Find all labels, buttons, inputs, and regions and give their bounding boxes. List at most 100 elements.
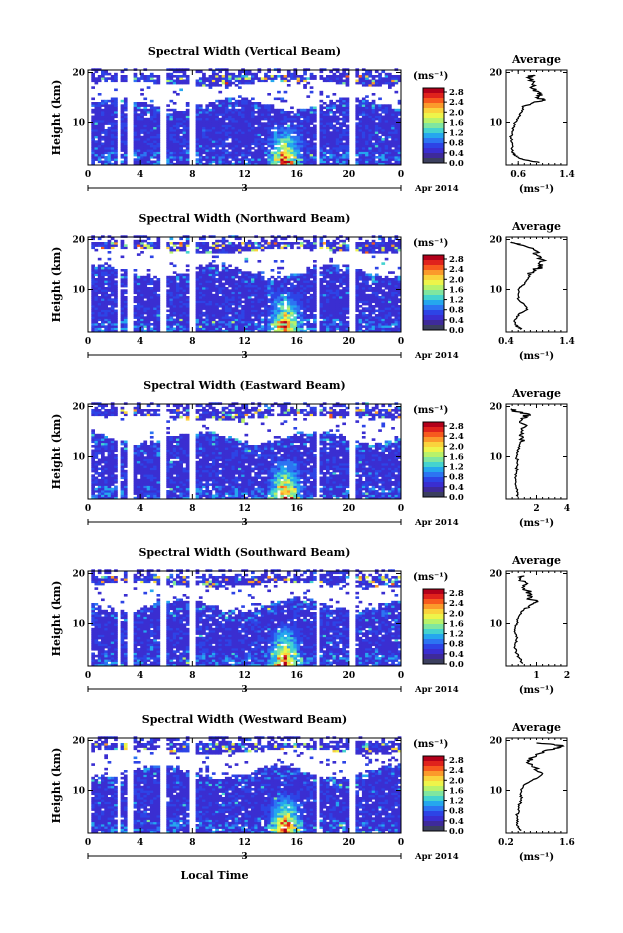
heatmap-cell bbox=[199, 122, 203, 125]
heatmap-cell bbox=[222, 294, 226, 297]
heatmap-cell bbox=[261, 280, 265, 283]
heatmap-cell bbox=[104, 307, 108, 310]
heatmap-cell bbox=[254, 111, 258, 114]
heatmap-cell bbox=[261, 113, 265, 116]
heatmap-cell bbox=[147, 86, 151, 89]
heatmap-cell bbox=[271, 244, 275, 247]
heatmap-cell bbox=[378, 98, 382, 101]
colorbar-swatch bbox=[423, 118, 444, 123]
colorbar-tick-label: 2.8 bbox=[449, 88, 464, 98]
heatmap-cell bbox=[339, 240, 343, 243]
heatmap-cell bbox=[91, 104, 95, 107]
heatmap-cell bbox=[95, 140, 99, 143]
heatmap-cell bbox=[218, 122, 222, 125]
heatmap-cell bbox=[277, 294, 281, 297]
heatmap-cell bbox=[368, 149, 372, 152]
heatmap-cell bbox=[261, 145, 265, 148]
heatmap-cell bbox=[225, 100, 229, 103]
heatmap-cell bbox=[114, 289, 118, 292]
heatmap-cell bbox=[232, 280, 236, 283]
heatmap-cell bbox=[205, 140, 209, 143]
heatmap-cell bbox=[176, 93, 180, 96]
heatmap-cell bbox=[300, 298, 304, 301]
heatmap-cell bbox=[280, 267, 284, 270]
heatmap-cell bbox=[98, 131, 102, 134]
heatmap-cell bbox=[385, 82, 389, 85]
heatmap-cell bbox=[91, 285, 95, 288]
heatmap-cell bbox=[173, 249, 177, 252]
heatmap-cell bbox=[293, 145, 297, 148]
heatmap-cell bbox=[98, 140, 102, 143]
heatmap-cell bbox=[235, 136, 239, 139]
heatmap-cell bbox=[215, 303, 219, 306]
heatmap-cell bbox=[355, 136, 359, 139]
heatmap-cell bbox=[95, 294, 99, 297]
heatmap-cell bbox=[261, 285, 265, 288]
heatmap-cell bbox=[277, 303, 281, 306]
heatmap-cell bbox=[267, 140, 271, 143]
heatmap-cell bbox=[222, 312, 226, 315]
heatmap-cell bbox=[372, 82, 376, 85]
heatmap-cell bbox=[150, 256, 154, 259]
heatmap-cell bbox=[108, 145, 112, 148]
heatmap-cell bbox=[222, 298, 226, 301]
heatmap-cell bbox=[95, 104, 99, 107]
heatmap-cell bbox=[303, 240, 307, 243]
heatmap-cell bbox=[271, 307, 275, 310]
heatmap-cell bbox=[372, 143, 376, 146]
colorbar-swatch bbox=[423, 133, 444, 138]
heatmap-cell bbox=[222, 131, 226, 134]
heatmap-cell bbox=[388, 77, 392, 80]
heatmap-cell bbox=[368, 154, 372, 157]
heatmap-cell bbox=[104, 77, 108, 80]
heatmap-cell bbox=[101, 265, 105, 268]
heatmap-cell bbox=[232, 298, 236, 301]
heatmap-cell bbox=[205, 294, 209, 297]
heatmap-cell bbox=[114, 285, 118, 288]
heatmap-cell bbox=[205, 307, 209, 310]
heatmap-cell bbox=[218, 75, 222, 78]
heatmap-cell bbox=[215, 140, 219, 143]
heatmap-cell bbox=[385, 140, 389, 143]
heatmap-cell bbox=[186, 145, 190, 148]
heatmap-cell bbox=[375, 156, 379, 159]
heatmap-cell bbox=[111, 285, 115, 288]
heatmap-cell bbox=[280, 145, 284, 148]
heatmap-cell bbox=[199, 136, 203, 139]
heatmap-cell bbox=[124, 104, 128, 107]
heatmap-cell bbox=[225, 280, 229, 283]
heatmap-cell bbox=[280, 100, 284, 103]
heatmap-cell bbox=[303, 122, 307, 125]
heatmap-cell bbox=[362, 136, 366, 139]
heatmap-cell bbox=[342, 312, 346, 315]
heatmap-cell bbox=[241, 127, 245, 130]
heatmap-cell bbox=[228, 244, 232, 247]
heatmap-cell bbox=[287, 73, 291, 76]
heatmap-cell bbox=[333, 140, 337, 143]
heatmap-cell bbox=[153, 280, 157, 283]
heatmap-cell bbox=[166, 122, 170, 125]
heatmap-cell bbox=[261, 127, 265, 130]
heatmap-cell bbox=[323, 289, 327, 292]
heatmap-cell bbox=[333, 307, 337, 310]
heatmap-cell bbox=[238, 118, 242, 121]
heatmap-cell bbox=[166, 109, 170, 112]
heatmap-cell bbox=[378, 145, 382, 148]
heatmap-cell bbox=[333, 77, 337, 80]
heatmap-cell bbox=[218, 310, 222, 313]
heatmap-cell bbox=[303, 289, 307, 292]
heatmap-cell bbox=[258, 154, 262, 157]
heatmap-cell bbox=[157, 154, 161, 157]
heatmap-cell bbox=[261, 319, 265, 322]
heatmap-cell bbox=[258, 271, 262, 274]
heatmap-cell bbox=[228, 294, 232, 297]
heatmap-cell bbox=[101, 312, 105, 315]
heatmap-cell bbox=[218, 136, 222, 139]
heatmap-cell bbox=[241, 305, 245, 308]
heatmap-cell bbox=[170, 158, 174, 161]
heatmap-cell bbox=[290, 303, 294, 306]
heatmap-cell bbox=[111, 238, 115, 241]
heatmap-cell bbox=[245, 325, 249, 328]
heatmap-cell bbox=[186, 296, 190, 299]
heatmap-cell bbox=[150, 145, 154, 148]
